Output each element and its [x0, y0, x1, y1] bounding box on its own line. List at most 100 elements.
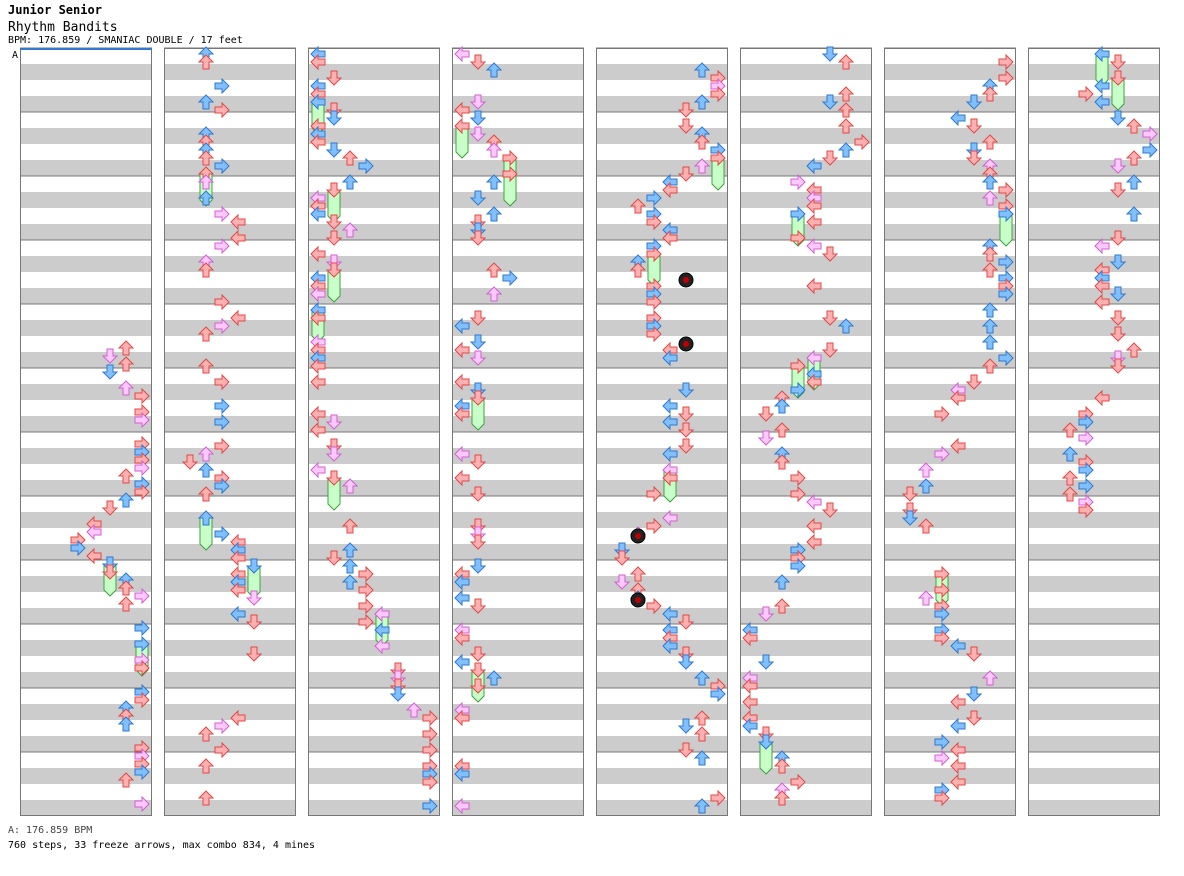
left-arrow	[950, 389, 966, 407]
beat-stripe	[596, 224, 728, 240]
up-arrow	[693, 62, 711, 78]
right-arrow	[214, 525, 230, 543]
beat-stripe	[20, 192, 152, 208]
down-arrow	[677, 438, 695, 454]
right-arrow	[790, 773, 806, 791]
right-arrow	[646, 485, 662, 503]
beat-stripe	[452, 448, 584, 464]
down-arrow	[469, 646, 487, 662]
beat-stripe	[596, 192, 728, 208]
beat-stripe	[596, 288, 728, 304]
beat-stripe	[1028, 224, 1160, 240]
up-arrow	[1125, 118, 1143, 134]
beat-stripe	[740, 416, 872, 432]
down-arrow	[1109, 70, 1127, 86]
right-arrow	[134, 619, 150, 637]
left-arrow	[86, 547, 102, 565]
down-arrow	[469, 94, 487, 110]
up-arrow	[197, 174, 215, 190]
up-arrow	[629, 262, 647, 278]
up-arrow	[341, 518, 359, 534]
right-arrow	[1078, 85, 1094, 103]
beat-stripe	[596, 800, 728, 816]
right-arrow	[1078, 477, 1094, 495]
beat-stripe	[884, 480, 1016, 496]
down-arrow	[821, 310, 839, 326]
right-arrow	[134, 795, 150, 813]
up-arrow	[981, 174, 999, 190]
beat-stripe	[20, 448, 152, 464]
up-arrow	[1061, 470, 1079, 486]
beat-stripe	[740, 512, 872, 528]
left-arrow	[1094, 93, 1110, 111]
beat-stripe	[884, 736, 1016, 752]
left-arrow	[806, 157, 822, 175]
beat-stripe	[740, 224, 872, 240]
right-arrow	[646, 245, 662, 263]
left-arrow	[454, 101, 470, 119]
column-frame	[596, 48, 728, 816]
beat-stripe	[308, 512, 440, 528]
beat-stripe	[1028, 736, 1160, 752]
beat-stripe	[20, 160, 152, 176]
right-arrow	[710, 789, 726, 807]
up-arrow	[693, 726, 711, 742]
beat-stripe	[1028, 768, 1160, 784]
up-arrow	[197, 446, 215, 462]
up-arrow	[197, 150, 215, 166]
up-arrow	[773, 574, 791, 590]
left-arrow	[662, 469, 678, 487]
beat-stripe	[1028, 64, 1160, 80]
down-arrow	[325, 70, 343, 86]
beat-stripe	[740, 608, 872, 624]
down-arrow	[1109, 110, 1127, 126]
beat-stripe	[452, 512, 584, 528]
up-arrow	[117, 380, 135, 396]
beat-stripe	[596, 512, 728, 528]
beat-stripe	[308, 96, 440, 112]
right-arrow	[1078, 501, 1094, 519]
chart-column	[596, 47, 728, 816]
right-arrow	[646, 517, 662, 535]
right-arrow	[998, 349, 1014, 367]
beat-stripe	[308, 128, 440, 144]
beat-stripe	[308, 640, 440, 656]
down-arrow	[101, 348, 119, 364]
left-arrow	[230, 709, 246, 727]
beat-stripe	[1028, 192, 1160, 208]
beat-stripe	[164, 384, 296, 400]
mine-core	[683, 341, 689, 347]
left-arrow	[310, 357, 326, 375]
beat-stripe	[308, 288, 440, 304]
beat-stripe	[164, 512, 296, 528]
right-arrow	[214, 477, 230, 495]
left-arrow	[662, 509, 678, 527]
beat-stripe	[452, 224, 584, 240]
chart-column	[164, 47, 296, 816]
right-arrow	[790, 469, 806, 487]
right-arrow	[134, 635, 150, 653]
left-arrow	[86, 523, 102, 541]
up-arrow	[917, 518, 935, 534]
up-arrow	[197, 190, 215, 206]
note-group	[454, 45, 518, 815]
down-arrow	[469, 190, 487, 206]
left-arrow	[806, 349, 822, 367]
beat-stripe	[1028, 384, 1160, 400]
right-arrow	[214, 717, 230, 735]
beat-stripe	[452, 736, 584, 752]
left-arrow	[454, 629, 470, 647]
down-arrow	[901, 486, 919, 502]
left-arrow	[742, 677, 758, 695]
beat-stripe	[308, 160, 440, 176]
beat-stripe	[20, 544, 152, 560]
right-arrow	[134, 691, 150, 709]
up-arrow	[837, 318, 855, 334]
right-arrow	[214, 101, 230, 119]
chart-column	[20, 47, 152, 816]
down-arrow	[325, 182, 343, 198]
right-arrow	[358, 581, 374, 599]
left-arrow	[454, 373, 470, 391]
right-arrow	[934, 605, 950, 623]
beat-stripe	[164, 704, 296, 720]
